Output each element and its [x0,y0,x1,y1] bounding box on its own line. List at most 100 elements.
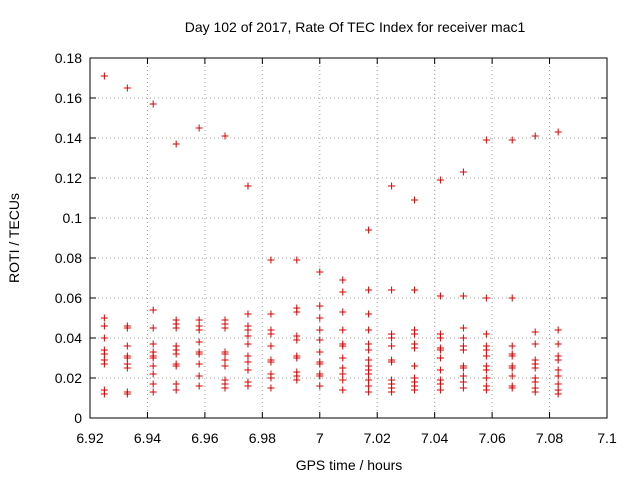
data-point [388,334,396,342]
data-point [195,316,203,324]
data-point [100,334,108,342]
data-point [365,286,373,294]
data-point [365,340,373,348]
data-point [531,132,539,140]
y-tick-label: 0.1 [63,210,83,226]
data-point [244,382,252,390]
data-point [365,310,373,318]
data-point [149,362,157,370]
y-tick-label: 0.06 [55,290,82,306]
data-point [554,380,562,388]
data-point [531,340,539,348]
data-point [508,372,516,380]
y-tick-label: 0.08 [55,250,82,266]
data-point [244,366,252,374]
data-point [531,328,539,336]
data-point [508,294,516,302]
data-point [339,276,347,284]
x-tick-label: 7.06 [478,430,505,446]
x-axis-label: GPS time / hours [296,457,403,473]
data-point [482,386,490,394]
data-point [411,362,419,370]
data-point [436,292,444,300]
data-point [195,124,203,132]
data-point [508,136,516,144]
data-point [339,288,347,296]
data-point [149,388,157,396]
x-tick-label: 7 [316,430,324,446]
data-point [149,380,157,388]
data-point [293,308,301,316]
data-point [459,384,467,392]
data-point [195,350,203,358]
data-point [100,350,108,358]
data-point [244,340,252,348]
data-point [482,352,490,360]
data-point [482,294,490,302]
data-point [436,366,444,374]
data-point [244,352,252,360]
data-point [316,382,324,390]
data-point [149,340,157,348]
data-point [267,330,275,338]
x-tick-label: 7.04 [421,430,448,446]
data-point [123,364,131,372]
y-tick-label: 0.16 [55,90,82,106]
data-point [172,362,180,370]
data-point [411,196,419,204]
data-point [459,168,467,176]
data-point [100,314,108,322]
data-point [339,376,347,384]
data-point [459,364,467,372]
data-point [195,326,203,334]
data-point [316,336,324,344]
data-point [411,344,419,352]
data-point [100,360,108,368]
data-point [339,354,347,362]
data-point [459,292,467,300]
data-point [123,390,131,398]
data-point [388,182,396,190]
data-point [339,326,347,334]
x-tick-label: 6.98 [249,430,276,446]
data-point [244,332,252,340]
data-point [293,354,301,362]
data-point [365,226,373,234]
x-tick-label: 6.94 [134,430,161,446]
data-point [316,268,324,276]
data-point [195,372,203,380]
data-point [221,384,229,392]
data-point [267,342,275,350]
data-point [339,364,347,372]
data-point [365,370,373,378]
data-point [149,370,157,378]
data-point [123,354,131,362]
data-point [482,346,490,354]
data-point [221,356,229,364]
data-point [244,182,252,190]
data-point [316,348,324,356]
data-point [339,308,347,316]
data-point [365,346,373,354]
data-point [149,354,157,362]
data-point [195,338,203,346]
data-point [195,360,203,368]
grid-lines [90,58,607,418]
y-tick-label: 0.12 [55,170,82,186]
y-tick-label: 0.14 [55,130,82,146]
y-tick-label: 0 [74,410,82,426]
data-point [316,314,324,322]
data-point [436,346,444,354]
data-point [436,354,444,362]
data-point [482,366,490,374]
data-point [221,350,229,358]
data-point [293,336,301,344]
data-point [531,378,539,386]
x-tick-label: 6.96 [191,430,218,446]
data-point [365,376,373,384]
data-point [172,380,180,388]
data-point [339,370,347,378]
data-point [123,324,131,332]
data-point [482,330,490,338]
